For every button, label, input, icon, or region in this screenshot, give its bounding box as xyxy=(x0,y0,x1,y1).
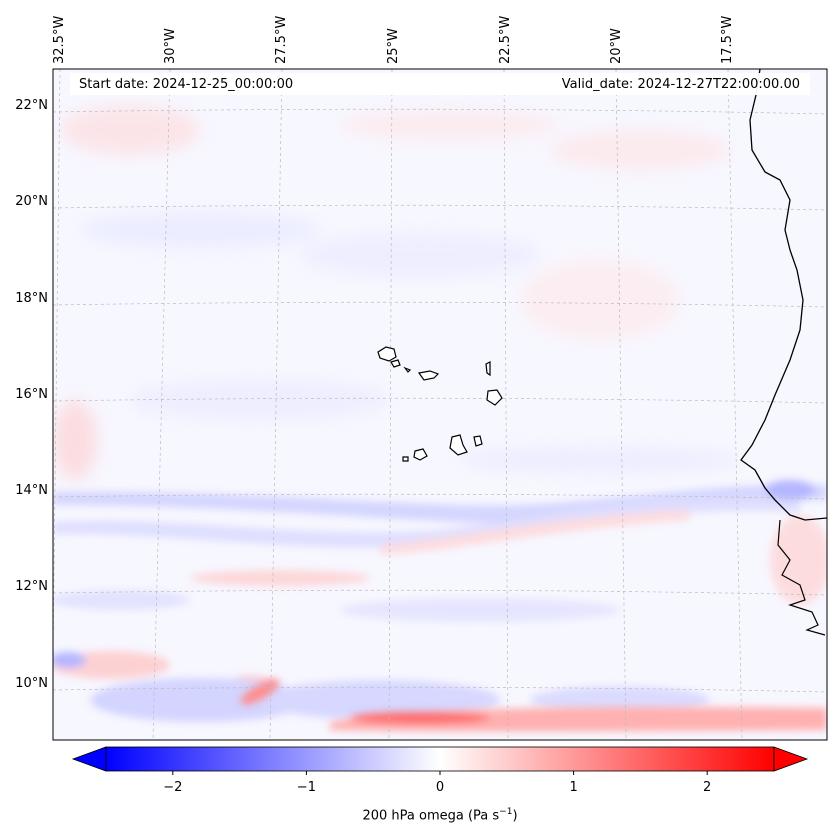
valid-date-label: Valid_date: 2024-12-27T22:00:00.00 xyxy=(561,77,800,92)
omega-field xyxy=(53,69,827,740)
colorbar-tick-label: −1 xyxy=(296,780,316,795)
start-date-label: Start date: 2024-12-25_00:00:00 xyxy=(79,77,294,92)
colorbar-tick-label: −2 xyxy=(163,780,183,795)
lat-label-16n: 16°N xyxy=(15,387,48,402)
lat-label-14n: 14°N xyxy=(15,483,48,498)
africa-coastline xyxy=(740,69,827,521)
colorbar-label: 200 hPa omega (Pa s−1) xyxy=(362,807,518,824)
colorbar-extend-left xyxy=(71,746,107,772)
colorbar-tick-label: 2 xyxy=(703,780,712,795)
lat-label-18n: 18°N xyxy=(15,291,48,306)
colorbar-tick-label: 0 xyxy=(435,780,445,795)
colorbar-body xyxy=(105,746,775,772)
colorbar xyxy=(71,746,809,775)
lat-label-12n: 12°N xyxy=(15,579,48,594)
lat-label-20n: 20°N xyxy=(15,194,48,209)
cape-verde-islands xyxy=(377,346,503,462)
lat-label-22n: 22°N xyxy=(15,98,48,113)
colorbar-extend-right xyxy=(773,746,809,772)
gridlines xyxy=(53,69,827,740)
lat-label-10n: 10°N xyxy=(15,676,48,691)
colorbar-tick-label: 1 xyxy=(569,780,578,795)
